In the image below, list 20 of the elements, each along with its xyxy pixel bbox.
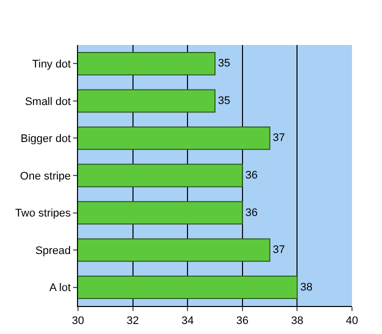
x-tick-label: 36 (236, 315, 249, 328)
data-label: 37 (272, 244, 286, 256)
data-label: 35 (218, 94, 230, 107)
x-tick-label: 30 (72, 315, 84, 328)
x-tick-label: 40 (346, 315, 358, 328)
data-label: 36 (245, 170, 258, 182)
y-tick-label: One stripe (20, 170, 71, 182)
y-tick-label: Small dot (24, 96, 71, 108)
data-label: 38 (300, 281, 312, 294)
x-tick-label: 34 (181, 315, 194, 328)
y-tick-label: Spread (35, 244, 71, 257)
y-tick-label: Tiny dot (32, 58, 71, 70)
y-tick-label: Bigger dot (20, 133, 71, 146)
y-tick-label: Two stripes (15, 208, 72, 220)
x-tick-label: 38 (291, 315, 304, 328)
x-tick-label: 32 (126, 315, 139, 328)
data-label: 36 (245, 206, 258, 219)
y-tick-label: A lot (49, 282, 71, 294)
data-label: 35 (218, 58, 230, 70)
data-label: 37 (272, 132, 286, 144)
